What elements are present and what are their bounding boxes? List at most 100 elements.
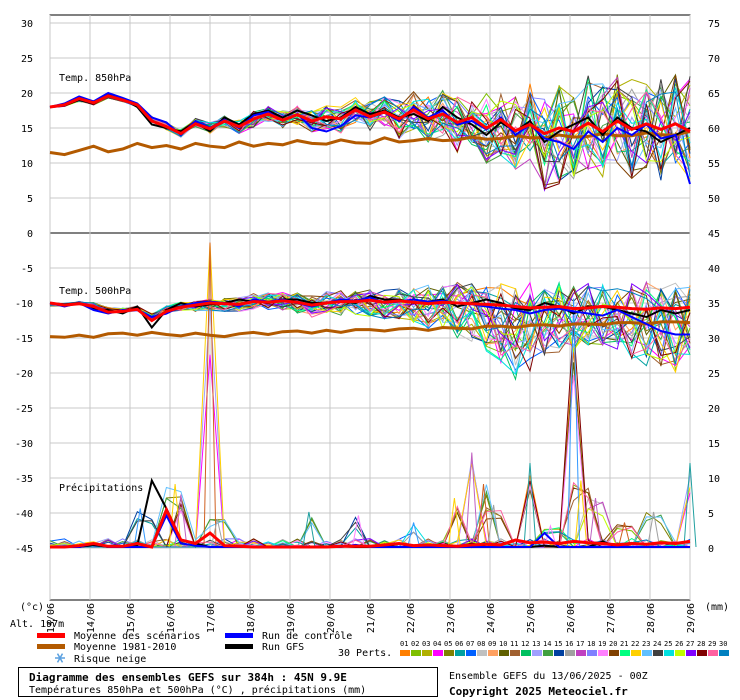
- y-tick-label: 20: [21, 89, 33, 100]
- pert-swatch: [598, 650, 608, 656]
- x-tick-label: 22/06: [406, 603, 417, 633]
- legend-label: Risque neige: [74, 654, 146, 665]
- legend-label: Moyenne des scénarios: [74, 630, 200, 642]
- pert-swatch: [422, 650, 432, 656]
- y-tick-label: 5: [27, 194, 33, 205]
- pert-number: 20: [609, 640, 617, 648]
- pert-number: 22: [631, 640, 639, 648]
- series-t850: [49, 94, 691, 136]
- precip-peak: [523, 462, 537, 548]
- pert-number: 06: [455, 640, 463, 648]
- y-tick-label: -35: [15, 474, 33, 485]
- pert-swatch: [653, 650, 663, 656]
- precip-peak: [447, 497, 461, 548]
- precip-peak: [574, 480, 588, 548]
- legend-label: Run de contrôle: [262, 630, 352, 642]
- pert-number: 25: [664, 640, 672, 648]
- pert-swatch: [510, 650, 520, 656]
- precip-peak: [683, 462, 697, 548]
- precip-peak: [589, 497, 602, 548]
- pert-number: 10: [499, 640, 507, 648]
- panel-label: Précipitations: [59, 482, 143, 494]
- precip-peak: [407, 522, 421, 548]
- pert-swatch: [411, 650, 421, 656]
- pert-number: 05: [444, 640, 452, 648]
- precip-peak: [477, 483, 490, 548]
- pert-number: 01: [400, 640, 408, 648]
- snowflake-icon: [56, 653, 64, 663]
- chart-subtitle: Températures 850hPa et 500hPa (°C) , pré…: [29, 685, 367, 696]
- perturbation-29-t850: [49, 91, 691, 172]
- legend-label: Moyenne 1981-2010: [74, 642, 176, 653]
- y-tick-label: -30: [15, 439, 33, 450]
- x-tick-label: 26/06: [566, 603, 577, 633]
- x-tick-label: 15/06: [126, 603, 137, 633]
- x-tick-label: 28/06: [646, 603, 657, 633]
- series-t500: [49, 298, 691, 323]
- pert-number: 03: [422, 640, 430, 648]
- pert-swatch: [675, 650, 685, 656]
- pert-swatch: [576, 650, 586, 656]
- pert-number: 13: [532, 640, 540, 648]
- x-tick-label: 20/06: [326, 603, 337, 633]
- pert-number: 29: [708, 640, 716, 648]
- precip-peak: [618, 522, 631, 548]
- pert-number: 23: [642, 640, 650, 648]
- legend-swatch: [225, 644, 253, 649]
- pert-number: 26: [675, 640, 683, 648]
- pert-swatch: [433, 650, 443, 656]
- pert-number: 11: [510, 640, 518, 648]
- pert-number: 16: [565, 640, 573, 648]
- series-t500: [49, 320, 691, 339]
- right-tick-label: 60: [708, 124, 720, 135]
- pert-swatch: [697, 650, 707, 656]
- perts-label: 30 Perts.: [338, 648, 392, 659]
- pert-number: 07: [466, 640, 474, 648]
- y-tick-label: 15: [21, 124, 33, 135]
- x-tick-label: 19/06: [286, 603, 297, 633]
- pert-swatch: [565, 650, 575, 656]
- pert-swatch: [587, 650, 597, 656]
- precip-peak: [647, 511, 661, 548]
- y-tick-label: 30: [21, 19, 33, 30]
- x-tick-label: 25/06: [526, 603, 537, 633]
- pert-swatch: [400, 650, 410, 656]
- pert-swatch: [488, 650, 498, 656]
- legend-swatch: [37, 633, 65, 638]
- right-tick-label: 70: [708, 54, 720, 65]
- right-tick-label: 10: [708, 474, 720, 485]
- pert-swatch: [664, 650, 674, 656]
- pert-swatch: [642, 650, 652, 656]
- pert-swatch: [708, 650, 718, 656]
- pert-number: 15: [554, 640, 562, 648]
- left-unit-label: (°c): [20, 602, 44, 613]
- precip-peak: [351, 515, 365, 548]
- perturbation-30-t500: [49, 285, 691, 365]
- panel-label: Temp. 500hPa: [59, 286, 131, 297]
- altitude-label: Alt. 197m: [10, 619, 64, 630]
- legend-swatch: [225, 633, 253, 638]
- pert-swatch: [499, 650, 509, 656]
- precip-peak: [302, 511, 316, 548]
- chart-axes: 302520151050-5-10-15-20-25-30-35-40-4575…: [10, 19, 729, 633]
- right-tick-label: 55: [708, 159, 720, 170]
- pert-swatch: [620, 650, 630, 656]
- y-tick-label: 10: [21, 159, 33, 170]
- right-tick-label: 65: [708, 89, 720, 100]
- right-tick-label: 45: [708, 229, 720, 240]
- pert-swatch: [455, 650, 465, 656]
- right-tick-label: 15: [708, 439, 720, 450]
- pert-number: 21: [620, 640, 628, 648]
- y-tick-label: -45: [15, 544, 33, 555]
- pert-swatch: [554, 650, 564, 656]
- right-tick-label: 25: [708, 369, 720, 380]
- pert-swatch: [631, 650, 641, 656]
- chart-title: Diagramme des ensembles GEFS sur 384h : …: [29, 671, 347, 684]
- y-tick-label: -20: [15, 369, 33, 380]
- pert-number: 14: [543, 640, 551, 648]
- series-precip: [50, 506, 691, 549]
- legend-swatch: [37, 644, 65, 649]
- x-tick-label: 16/06: [166, 603, 177, 633]
